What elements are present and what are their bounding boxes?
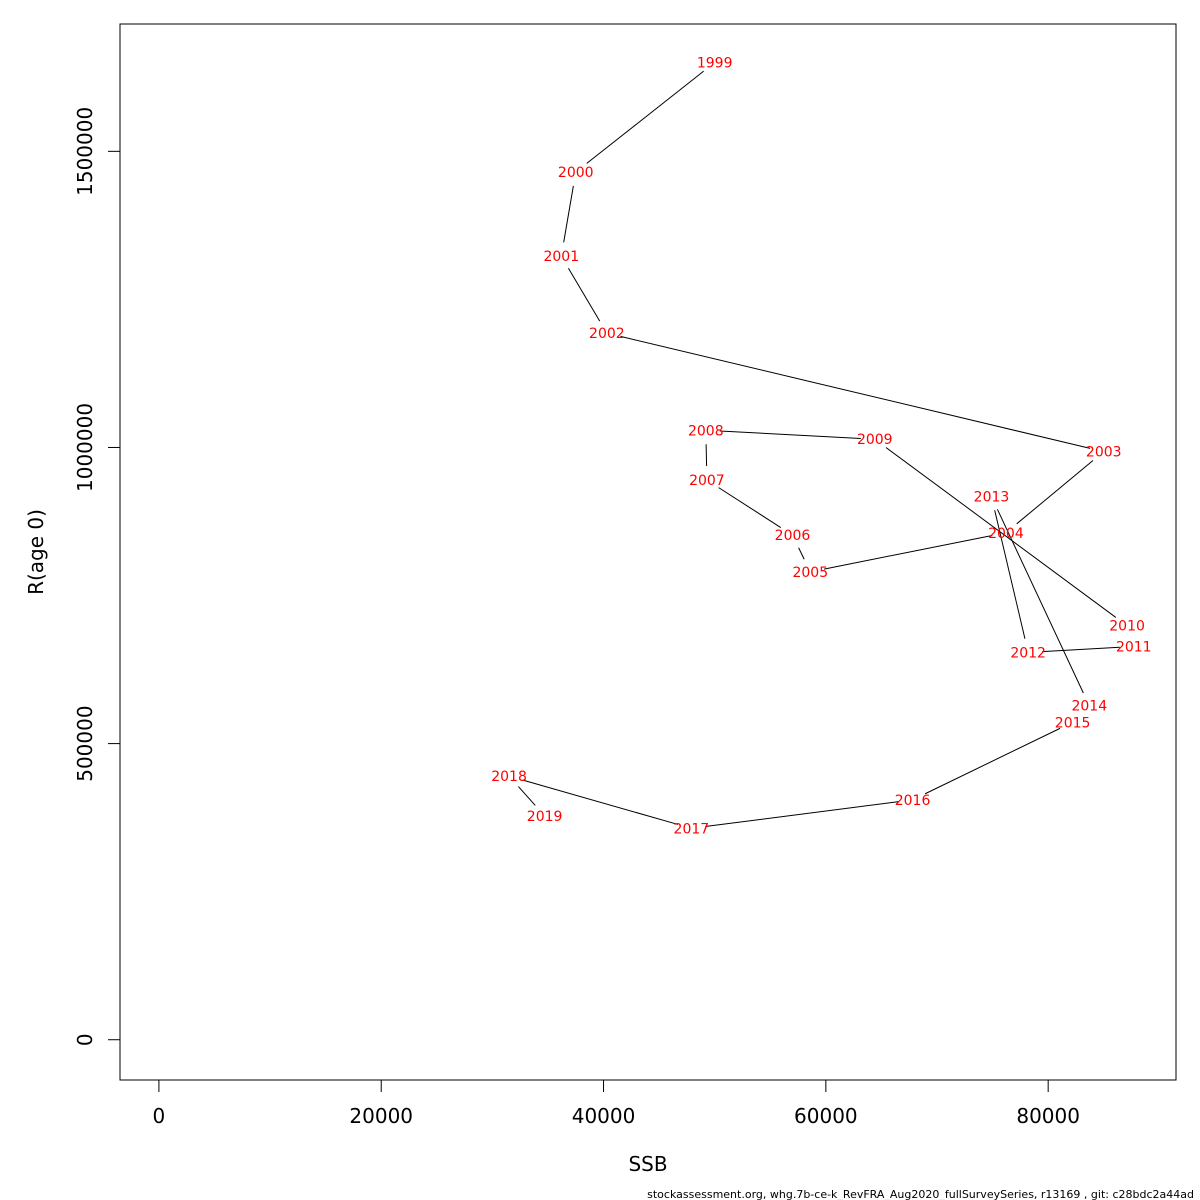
series-segment (1042, 646, 1120, 653)
y-axis: 0 500000 1000000 1500000 (73, 107, 121, 1046)
series-segment (518, 786, 536, 806)
point-label-2001: 2001 (543, 249, 579, 265)
y-tick-label: 1500000 (73, 107, 97, 196)
series-segment (924, 727, 1061, 795)
point-label-2013: 2013 (974, 490, 1010, 506)
point-label-2003: 2003 (1086, 445, 1122, 461)
series-segment (719, 430, 861, 439)
x-axis: 0 20000 40000 60000 80000 (153, 1079, 1080, 1128)
point-label-2002: 2002 (589, 326, 625, 342)
y-tick-label: 0 (73, 1033, 97, 1046)
series-line (518, 70, 1120, 828)
x-axis-title: SSB (628, 1152, 667, 1176)
point-label-2016: 2016 (895, 793, 931, 809)
series-segment (994, 510, 1026, 639)
series-segment (823, 535, 993, 570)
x-tick-label: 60000 (794, 1104, 858, 1128)
point-label-2019: 2019 (527, 809, 563, 825)
point-label-2000: 2000 (558, 165, 594, 181)
series-segment (798, 547, 805, 560)
point-label-1999: 1999 (697, 55, 733, 71)
series-segment (563, 185, 574, 243)
footer-caption: stockassessment.org, whg.7b-ce-k_RevFRA_… (647, 1188, 1194, 1200)
series-segment (620, 335, 1091, 449)
point-label-2007: 2007 (689, 473, 725, 489)
y-tick-label: 1000000 (73, 403, 97, 492)
point-label-2018: 2018 (491, 769, 527, 785)
point-label-2009: 2009 (857, 432, 893, 448)
series-segment (567, 267, 601, 322)
series-segment (718, 487, 782, 528)
x-tick-label: 0 (153, 1104, 166, 1128)
series-segment (885, 447, 1117, 618)
x-tick-label: 80000 (1016, 1104, 1080, 1128)
series-segment (996, 509, 1084, 694)
y-axis-title: R(age 0) (24, 509, 48, 595)
point-label-2017: 2017 (674, 821, 710, 837)
series-segment (1016, 460, 1094, 525)
point-labels: 1999 2000 2001 2002 2003 2004 2005 2006 2007 2008… (491, 55, 1151, 837)
point-label-2010: 2010 (1109, 619, 1145, 635)
series-segment (705, 801, 899, 828)
point-label-2011: 2011 (1116, 639, 1152, 655)
series-segment (586, 70, 705, 164)
point-label-2015: 2015 (1055, 715, 1091, 731)
point-label-2008: 2008 (688, 423, 724, 439)
point-label-2014: 2014 (1071, 699, 1107, 715)
y-tick-label: 500000 (73, 705, 97, 781)
x-tick-label: 20000 (349, 1104, 413, 1128)
point-label-2005: 2005 (792, 565, 828, 581)
point-label-2004: 2004 (988, 526, 1024, 542)
x-tick-label: 40000 (572, 1104, 636, 1128)
point-label-2012: 2012 (1010, 645, 1046, 661)
point-label-2006: 2006 (775, 528, 811, 544)
series-segment (522, 779, 679, 825)
